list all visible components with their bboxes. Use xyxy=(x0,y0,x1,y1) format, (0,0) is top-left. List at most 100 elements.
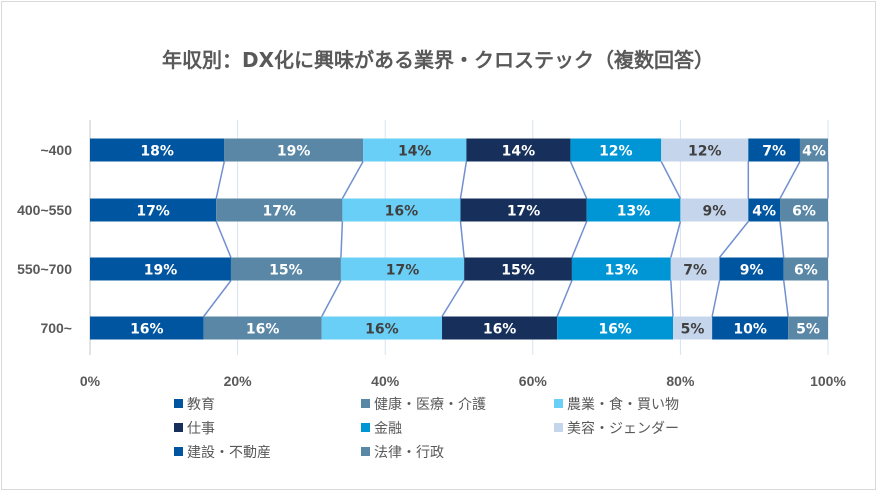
tick-label: 40% xyxy=(371,373,400,389)
bar-segment xyxy=(783,257,828,281)
legend-label: 農業・食・買い物 xyxy=(567,396,679,413)
bar-segment xyxy=(363,138,467,162)
series-line xyxy=(340,221,344,258)
data-label: 18% xyxy=(140,144,174,160)
data-label: 16% xyxy=(246,322,280,338)
tick-label: 100% xyxy=(810,373,846,389)
bar-segment xyxy=(466,138,571,162)
legend-swatch xyxy=(174,423,183,432)
legend-swatch xyxy=(174,447,183,456)
bar-segment xyxy=(670,257,720,281)
legend-label: 仕事 xyxy=(187,421,215,437)
series-line xyxy=(779,221,785,258)
data-label: 17% xyxy=(507,204,541,220)
bar-segment xyxy=(570,138,662,162)
legend-item[interactable]: 建設・不動産 xyxy=(174,445,271,461)
legend-item[interactable]: 教育 xyxy=(174,397,215,413)
series-line xyxy=(569,161,588,199)
series-line xyxy=(718,221,749,258)
chart-title: 年収別：DX化に興味がある業界・クロステック（複数回答） xyxy=(162,48,714,72)
bar-segment xyxy=(90,198,217,222)
bar-segment xyxy=(442,316,558,340)
data-label: 16% xyxy=(483,322,517,338)
series-line xyxy=(711,280,721,317)
legend-item[interactable]: 農業・食・買い物 xyxy=(554,396,679,413)
tick-label: 20% xyxy=(224,373,253,389)
legend-item[interactable]: 金融 xyxy=(361,421,402,437)
data-label: 19% xyxy=(144,263,178,279)
category-label: ~400 xyxy=(40,142,72,158)
data-label: 6% xyxy=(794,263,818,279)
legend-swatch xyxy=(554,399,563,408)
data-label: 9% xyxy=(740,263,764,279)
category-label: 400~550 xyxy=(17,202,72,218)
data-label: 5% xyxy=(681,322,705,338)
series-line xyxy=(341,161,364,199)
data-label: 7% xyxy=(762,144,786,160)
data-label: 5% xyxy=(796,322,820,338)
bar-segment xyxy=(90,257,231,281)
legend-label: 法律・行政 xyxy=(374,445,444,461)
series-line xyxy=(670,280,674,317)
bar-segment xyxy=(719,257,784,281)
legend-item[interactable]: 仕事 xyxy=(174,421,215,437)
bar-segment xyxy=(680,198,749,222)
bars: 18% 19% 14% 14% 12% 12% 7% 4% 17% 17% 16% 17% 13% 9% 4… xyxy=(90,138,828,340)
data-label: 4% xyxy=(752,204,776,220)
legend-item[interactable]: 健康・医療・介護 xyxy=(361,396,486,413)
series-line xyxy=(441,280,465,317)
category-axis: ~400 400~550 550~700 700~ xyxy=(17,142,72,336)
series-line xyxy=(203,280,232,317)
data-label: 13% xyxy=(605,263,639,279)
data-label: 15% xyxy=(501,263,535,279)
category-label: 550~700 xyxy=(17,261,72,277)
bar-segment xyxy=(90,316,204,340)
bar-segment xyxy=(203,316,322,340)
series-line xyxy=(779,161,801,199)
legend-swatch xyxy=(554,423,563,432)
series-line xyxy=(660,161,682,199)
bar-segment xyxy=(230,257,341,281)
data-label: 16% xyxy=(130,322,164,338)
legend-swatch xyxy=(361,399,370,408)
series-line xyxy=(670,221,682,258)
bar-segment xyxy=(661,138,749,162)
bar-segment xyxy=(460,198,587,222)
data-label: 14% xyxy=(398,144,432,160)
bar-segment xyxy=(571,257,671,281)
data-label: 6% xyxy=(792,204,816,220)
data-label: 16% xyxy=(598,322,632,338)
data-label: 15% xyxy=(269,263,303,279)
data-label: 10% xyxy=(733,322,767,338)
bar-segment xyxy=(464,257,572,281)
legend-label: 美容・ジェンダー xyxy=(567,420,679,437)
bar-segment xyxy=(712,316,789,340)
bar-segment xyxy=(321,316,443,340)
series-line xyxy=(571,221,588,258)
legend-swatch xyxy=(361,447,370,456)
bar-segment xyxy=(673,316,713,340)
data-label: 12% xyxy=(688,144,722,160)
legend-label: 教育 xyxy=(187,397,215,413)
legend-item[interactable]: 美容・ジェンダー xyxy=(554,420,679,437)
data-label: 16% xyxy=(365,322,399,338)
legend-label: 金融 xyxy=(374,421,402,437)
bar-segment xyxy=(340,257,465,281)
bar-segment xyxy=(586,198,681,222)
series-line xyxy=(215,161,226,199)
series-line xyxy=(459,221,465,258)
data-label: 9% xyxy=(702,204,726,220)
legend-label: 建設・不動産 xyxy=(187,445,271,461)
data-label: 7% xyxy=(683,263,707,279)
series-line xyxy=(782,280,789,317)
bar-segment xyxy=(342,198,461,222)
bar-segment xyxy=(557,316,674,340)
legend-label: 健康・医療・介護 xyxy=(374,396,486,413)
tick-label: 0% xyxy=(80,373,101,389)
data-label: 19% xyxy=(277,144,311,160)
legend-item[interactable]: 法律・行政 xyxy=(361,445,444,461)
series-line xyxy=(459,161,468,199)
